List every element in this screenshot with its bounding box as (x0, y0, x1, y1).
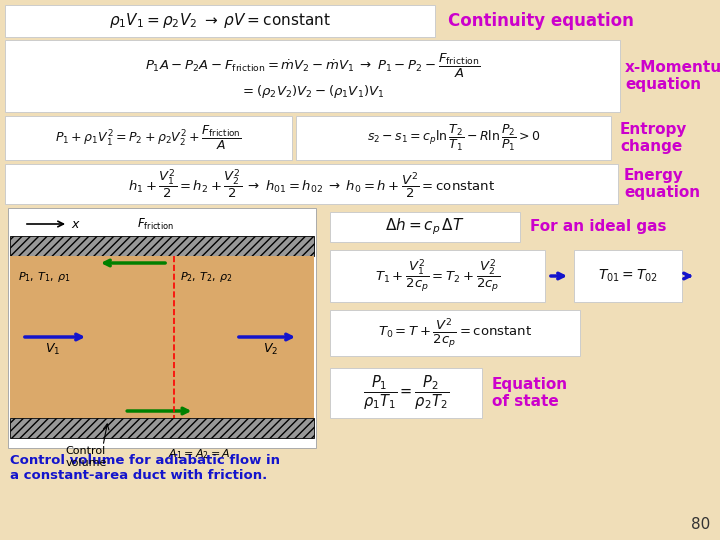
FancyBboxPatch shape (330, 250, 545, 302)
Text: $V_2$: $V_2$ (264, 342, 279, 357)
Text: $P_1,\, T_1,\, \rho_1$: $P_1,\, T_1,\, \rho_1$ (18, 270, 71, 284)
FancyBboxPatch shape (330, 310, 580, 356)
Text: $P_1 + \rho_1 V_1^2 = P_2 + \rho_2 V_2^2 + \dfrac{F_{\rm friction}}{A}$: $P_1 + \rho_1 V_1^2 = P_2 + \rho_2 V_2^2… (55, 124, 242, 152)
Text: $\dfrac{P_1}{\rho_1 T_1} = \dfrac{P_2}{\rho_2 T_2}$: $\dfrac{P_1}{\rho_1 T_1} = \dfrac{P_2}{\… (363, 374, 449, 412)
Text: Entropy
change: Entropy change (620, 122, 688, 154)
Text: For an ideal gas: For an ideal gas (530, 219, 667, 234)
Text: $h_1 + \dfrac{V_1^2}{2} = h_2 + \dfrac{V_2^2}{2} \;\rightarrow\; h_{01} = h_{02}: $h_1 + \dfrac{V_1^2}{2} = h_2 + \dfrac{V… (128, 167, 495, 201)
Text: $T_1 + \dfrac{V_1^2}{2c_p} = T_2 + \dfrac{V_2^2}{2c_p}$: $T_1 + \dfrac{V_1^2}{2c_p} = T_2 + \dfra… (375, 258, 500, 295)
Text: $T_0 = T + \dfrac{V^2}{2c_p} = \mathrm{constant}$: $T_0 = T + \dfrac{V^2}{2c_p} = \mathrm{c… (378, 316, 532, 350)
FancyBboxPatch shape (5, 40, 620, 112)
FancyBboxPatch shape (330, 212, 520, 242)
Text: $T_{01} = T_{02}$: $T_{01} = T_{02}$ (598, 268, 658, 284)
Text: Control volume for adiabatic flow in
a constant-area duct with friction.: Control volume for adiabatic flow in a c… (10, 454, 280, 482)
Text: Continuity equation: Continuity equation (448, 12, 634, 30)
Text: $x$: $x$ (71, 218, 81, 231)
FancyBboxPatch shape (5, 116, 292, 160)
Text: $\Delta h = c_p \,\Delta T$: $\Delta h = c_p \,\Delta T$ (385, 217, 465, 237)
Text: Energy
equation: Energy equation (624, 168, 700, 200)
FancyBboxPatch shape (330, 368, 482, 418)
FancyBboxPatch shape (296, 116, 611, 160)
FancyBboxPatch shape (5, 164, 618, 204)
Text: 80: 80 (690, 517, 710, 532)
Bar (8, 208, 316, 448)
FancyBboxPatch shape (5, 5, 435, 37)
Bar (10, 256, 314, 418)
FancyBboxPatch shape (574, 250, 682, 302)
Text: $V_1$: $V_1$ (45, 342, 60, 357)
Text: $s_2 - s_1 = c_p \ln\dfrac{T_2}{T_1} - R\ln\dfrac{P_2}{P_1} > 0$: $s_2 - s_1 = c_p \ln\dfrac{T_2}{T_1} - R… (366, 123, 541, 153)
Text: $\rho_1 V_1 = \rho_2 V_2 \;\rightarrow\; \rho V = \mathrm{constant}$: $\rho_1 V_1 = \rho_2 V_2 \;\rightarrow\;… (109, 11, 330, 30)
Text: $F_{\rm friction}$: $F_{\rm friction}$ (138, 217, 174, 232)
Text: $P_2,\, T_2,\, \rho_2$: $P_2,\, T_2,\, \rho_2$ (180, 270, 233, 284)
Text: x-Momentum
equation: x-Momentum equation (625, 60, 720, 92)
Text: Equation
of state: Equation of state (492, 377, 568, 409)
Text: Control
volume: Control volume (66, 446, 107, 468)
Text: $P_1 A - P_2 A - F_{\rm friction} = \dot{m}V_2 - \dot{m}V_1 \;\rightarrow\; P_1 : $P_1 A - P_2 A - F_{\rm friction} = \dot… (145, 52, 480, 100)
Bar (10, 236, 314, 256)
Text: $A_1 = A_2 = A$: $A_1 = A_2 = A$ (168, 447, 230, 461)
Bar (10, 418, 314, 438)
